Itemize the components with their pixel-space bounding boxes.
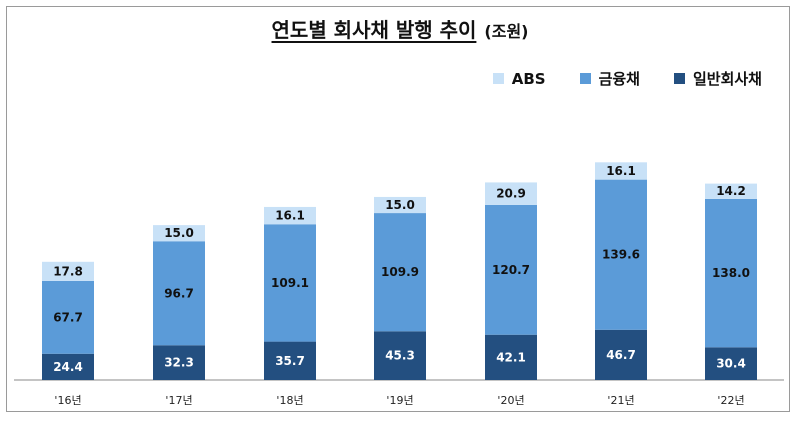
data-label-financial-bonds: 96.7 bbox=[164, 286, 194, 300]
bar-financial-bonds bbox=[595, 179, 647, 330]
bar-financial-bonds bbox=[42, 280, 94, 354]
data-label-financial-bonds: 120.7 bbox=[492, 263, 530, 277]
x-tick-label: '19년 bbox=[386, 394, 413, 407]
bar-general-corporate-bonds bbox=[153, 345, 205, 380]
chart-legend: ABS 금융채 일반회사채 bbox=[492, 68, 762, 89]
bar-abs bbox=[485, 182, 537, 205]
data-label-financial-bonds: 67.7 bbox=[53, 310, 83, 324]
data-label-financial-bonds: 109.9 bbox=[381, 265, 419, 279]
x-tick-label: '17년 bbox=[165, 394, 192, 407]
chart-frame bbox=[6, 6, 790, 412]
data-label-abs: 20.9 bbox=[496, 187, 526, 201]
data-label-general-corporate-bonds: 35.7 bbox=[275, 354, 305, 368]
data-label-abs: 17.8 bbox=[53, 264, 83, 278]
legend-label-financial-bonds: 금융채 bbox=[598, 70, 640, 88]
bar-abs bbox=[374, 196, 426, 214]
data-label-financial-bonds: 139.6 bbox=[602, 248, 640, 262]
legend-item-financial-bonds: 금융채 bbox=[579, 68, 640, 89]
bar-financial-bonds bbox=[153, 241, 205, 346]
bar-abs bbox=[153, 225, 205, 242]
legend-label-abs: ABS bbox=[511, 69, 546, 88]
data-label-abs: 16.1 bbox=[606, 164, 636, 178]
data-label-abs: 15.0 bbox=[164, 226, 194, 240]
bar-financial-bonds bbox=[485, 204, 537, 335]
data-label-abs: 15.0 bbox=[385, 198, 415, 212]
legend-label-general-corporate-bonds: 일반회사채 bbox=[692, 70, 762, 88]
bar-abs bbox=[264, 206, 316, 225]
legend-swatch-general-corporate-bonds bbox=[673, 73, 685, 84]
bar-financial-bonds bbox=[264, 224, 316, 342]
x-tick-label: '20년 bbox=[497, 394, 524, 407]
chart-title: 연도별 회사채 발행 추이 (조원) bbox=[0, 14, 800, 43]
data-label-general-corporate-bonds: 32.3 bbox=[164, 356, 194, 370]
bar-general-corporate-bonds bbox=[264, 341, 316, 380]
data-label-abs: 14.2 bbox=[716, 184, 746, 198]
data-label-financial-bonds: 109.1 bbox=[271, 276, 309, 290]
chart-unit: (조원) bbox=[484, 22, 529, 41]
bar-financial-bonds bbox=[374, 213, 426, 332]
bar-general-corporate-bonds bbox=[485, 334, 537, 380]
x-tick-label: '21년 bbox=[607, 394, 634, 407]
legend-swatch-abs bbox=[492, 73, 504, 84]
bar-general-corporate-bonds bbox=[42, 353, 94, 380]
data-label-general-corporate-bonds: 42.1 bbox=[496, 350, 526, 364]
data-label-general-corporate-bonds: 30.4 bbox=[716, 357, 746, 371]
bar-general-corporate-bonds bbox=[705, 347, 757, 380]
data-label-general-corporate-bonds: 24.4 bbox=[53, 360, 83, 374]
bar-abs bbox=[42, 261, 94, 281]
data-label-general-corporate-bonds: 45.3 bbox=[385, 349, 415, 363]
bar-abs bbox=[705, 183, 757, 199]
data-label-general-corporate-bonds: 46.7 bbox=[606, 348, 636, 362]
legend-item-general-corporate-bonds: 일반회사채 bbox=[673, 68, 762, 89]
chart-title-text: 연도별 회사채 발행 추이 bbox=[271, 18, 477, 42]
data-label-abs: 16.1 bbox=[275, 209, 305, 223]
legend-item-abs: ABS bbox=[492, 68, 546, 89]
x-tick-label: '22년 bbox=[717, 394, 744, 407]
bar-general-corporate-bonds bbox=[374, 331, 426, 380]
legend-swatch-financial-bonds bbox=[579, 73, 591, 84]
x-tick-label: '18년 bbox=[276, 394, 303, 407]
x-tick-label: '16년 bbox=[54, 394, 81, 407]
bar-general-corporate-bonds bbox=[595, 329, 647, 380]
bar-abs bbox=[595, 162, 647, 180]
data-label-financial-bonds: 138.0 bbox=[712, 266, 750, 280]
bar-financial-bonds bbox=[705, 198, 757, 348]
